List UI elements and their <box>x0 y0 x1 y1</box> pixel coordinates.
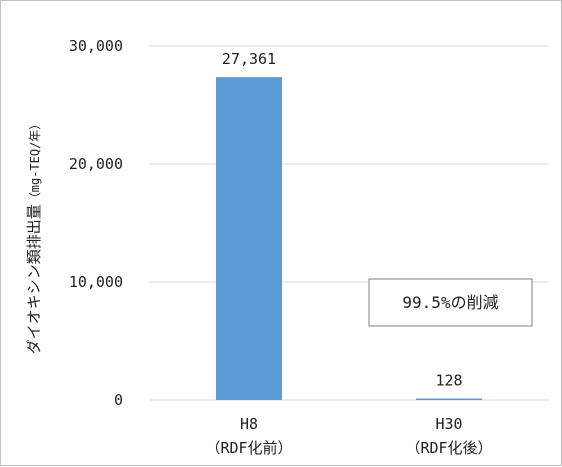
x-category-label: H30 <box>435 415 462 433</box>
x-category-sublabel: （RDF化後） <box>405 439 492 457</box>
y-tick-labels: 0 10,000 20,000 30,000 <box>69 37 123 409</box>
y-tick-label: 20,000 <box>69 155 123 173</box>
x-category-label: H8 <box>240 415 258 433</box>
y-tick-label: 30,000 <box>69 37 123 55</box>
y-tick-label: 0 <box>114 391 123 409</box>
bars <box>216 77 482 400</box>
gridlines <box>149 45 549 401</box>
reduction-annotation: 99.5%の削減 <box>368 278 533 327</box>
x-category-sublabel: （RDF化前） <box>205 439 292 457</box>
y-tick-label: 10,000 <box>69 273 123 291</box>
data-labels: 27,361 128 <box>222 50 463 389</box>
annotation-box <box>368 278 533 327</box>
x-category-labels: H8 （RDF化前） H30 （RDF化後） <box>205 415 492 457</box>
annotation-text: 99.5%の削減 <box>402 293 498 312</box>
y-axis-label-main: ダイオキシン類排出量 <box>25 204 43 354</box>
y-axis-label-unit: （mg-TEQ/年） <box>28 118 42 205</box>
data-label: 27,361 <box>222 50 276 68</box>
bar <box>416 398 482 400</box>
data-label: 128 <box>435 371 462 389</box>
y-axis-label: ダイオキシン類排出量（mg-TEQ/年） <box>25 118 43 355</box>
bar <box>216 77 282 400</box>
